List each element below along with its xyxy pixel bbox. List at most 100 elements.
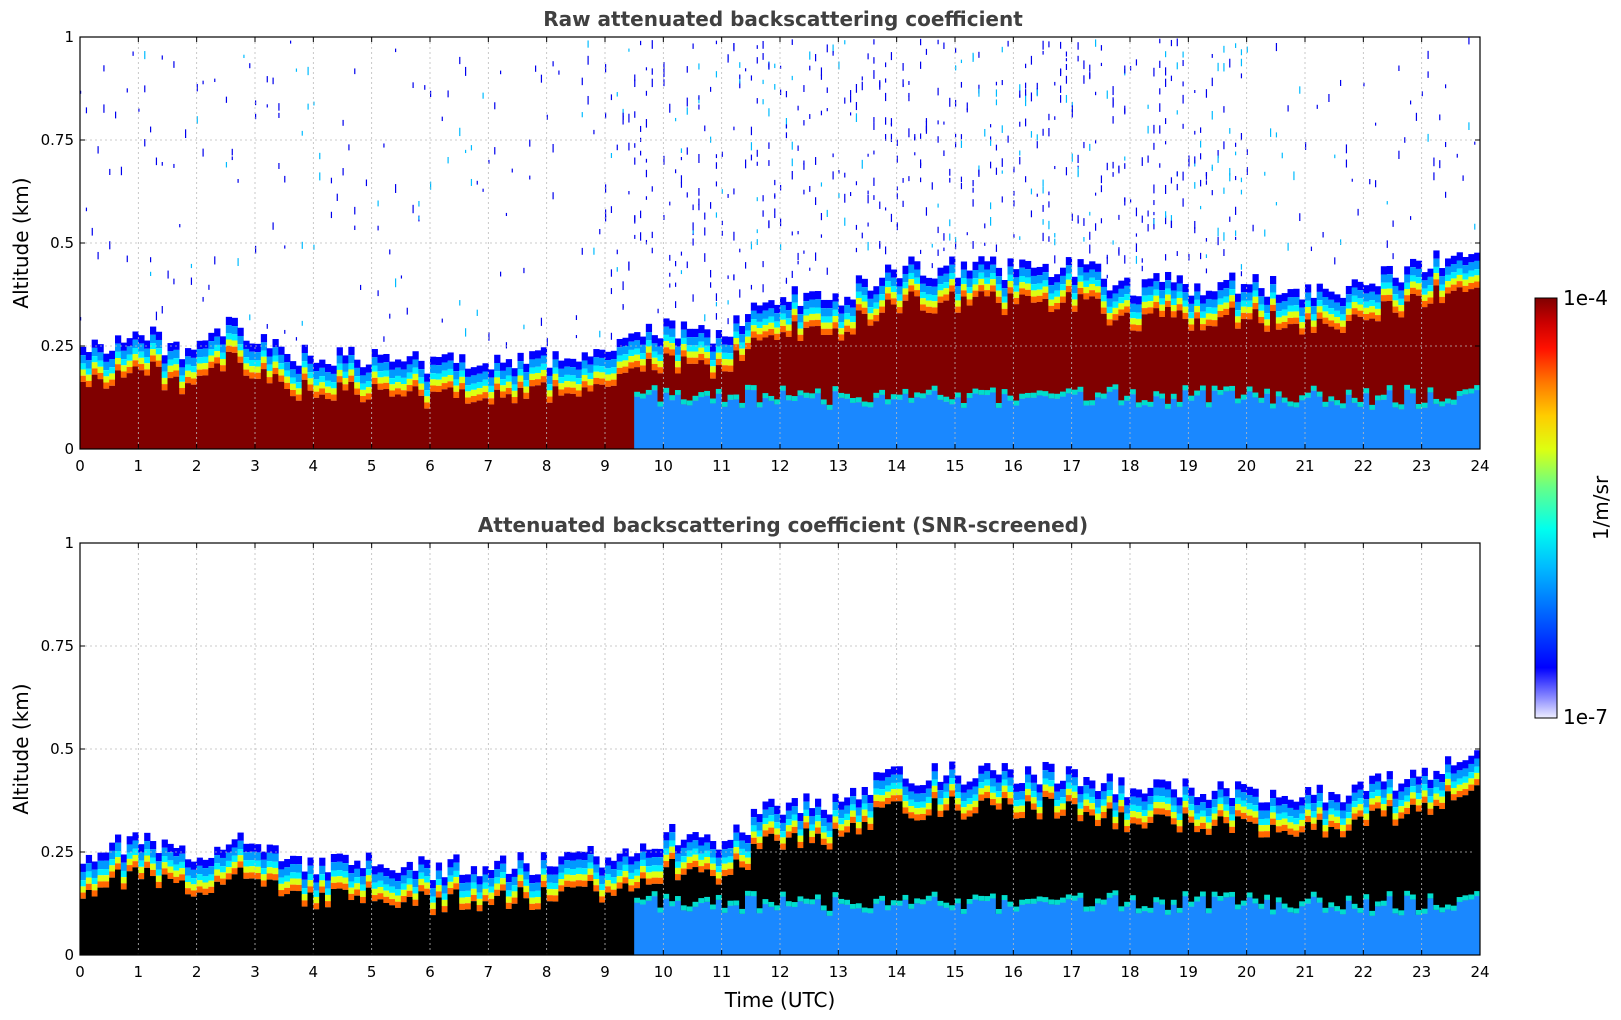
- heatmap-cell: [587, 868, 594, 875]
- heatmap-cell: [785, 825, 793, 832]
- heatmap-cell: [599, 330, 601, 338]
- heatmap-cell: [1310, 320, 1318, 327]
- heatmap-cell: [925, 306, 933, 313]
- heatmap-cell: [1077, 287, 1084, 295]
- heatmap-cell: [745, 384, 752, 390]
- heatmap-cell: [161, 363, 168, 372]
- heatmap-cell: [721, 869, 728, 877]
- heatmap-cell: [535, 385, 542, 449]
- heatmap-cell: [1217, 236, 1219, 246]
- heatmap-cell: [587, 372, 594, 380]
- heatmap-cell: [383, 353, 390, 363]
- heatmap-cell: [1456, 897, 1463, 902]
- heatmap-cell: [955, 312, 962, 398]
- heatmap-cell: [698, 853, 705, 860]
- heatmap-cell: [890, 900, 898, 906]
- heatmap-cell: [966, 108, 968, 113]
- heatmap-cell: [1095, 280, 1102, 287]
- heatmap-cell: [920, 785, 927, 794]
- heatmap-cell: [605, 374, 612, 381]
- heatmap-cell: [1404, 274, 1411, 283]
- heatmap-cell: [1112, 890, 1119, 896]
- heatmap-cell: [820, 212, 823, 221]
- heatmap-cell: [1054, 303, 1061, 310]
- heatmap-cell: [441, 885, 448, 894]
- heatmap-cell: [680, 862, 688, 869]
- heatmap-cell: [1275, 902, 1283, 955]
- heatmap-cell: [190, 378, 198, 385]
- heatmap-cell: [80, 863, 87, 872]
- heatmap-cell: [476, 911, 483, 955]
- heatmap-cell: [470, 882, 478, 889]
- heatmap-cell: [1305, 815, 1312, 823]
- heatmap-cell: [348, 355, 355, 364]
- heatmap-cell: [914, 269, 921, 278]
- heatmap-cell: [861, 406, 868, 449]
- heatmap-cell: [1013, 200, 1015, 204]
- heatmap-cell: [640, 232, 642, 241]
- heatmap-cell: [167, 378, 174, 449]
- heatmap-cell: [155, 853, 163, 862]
- heatmap-cell: [797, 305, 804, 315]
- heatmap-cell: [476, 180, 478, 185]
- heatmap-cell: [1205, 180, 1208, 185]
- heatmap-cell: [161, 390, 168, 449]
- heatmap-cell: [640, 398, 647, 449]
- heatmap-cell: [721, 151, 723, 157]
- heatmap-cell: [307, 886, 314, 893]
- heatmap-cell: [873, 117, 875, 123]
- heatmap-cell: [1211, 896, 1218, 955]
- heatmap-cell: [832, 391, 839, 449]
- heatmap-cell: [628, 362, 635, 369]
- heatmap-cell: [937, 87, 939, 96]
- heatmap-cell: [645, 239, 648, 245]
- heatmap-cell: [715, 313, 718, 320]
- heatmap-cell: [972, 388, 979, 394]
- heatmap-cell: [1112, 240, 1114, 245]
- heatmap-cell: [581, 368, 588, 375]
- heatmap-cell: [1380, 295, 1388, 302]
- heatmap-cell: [1310, 823, 1318, 830]
- heatmap-cell: [1036, 792, 1043, 801]
- x-tick-label: 18: [1120, 457, 1139, 475]
- heatmap-cell: [1042, 186, 1044, 194]
- heatmap-cell: [1223, 391, 1230, 449]
- heatmap-cell: [575, 874, 583, 881]
- heatmap-cell: [745, 869, 752, 896]
- heatmap-cell: [680, 356, 688, 405]
- heatmap-cell: [978, 264, 985, 273]
- heatmap-cell: [943, 42, 945, 50]
- heatmap-cell: [756, 814, 763, 823]
- heatmap-cell: [278, 363, 285, 370]
- heatmap-cell: [1322, 912, 1329, 955]
- heatmap-cell: [354, 376, 361, 383]
- heatmap-cell: [809, 299, 816, 308]
- heatmap-cell: [1060, 809, 1067, 816]
- heatmap-cell: [1345, 302, 1353, 309]
- heatmap-cell: [704, 834, 711, 843]
- heatmap-cell: [190, 861, 198, 870]
- heatmap-cell: [1369, 306, 1376, 313]
- heatmap-cell: [937, 816, 944, 906]
- heatmap-cell: [330, 889, 338, 955]
- heatmap-cell: [768, 798, 775, 808]
- x-tick-label: 23: [1412, 963, 1431, 981]
- heatmap-cell: [966, 816, 973, 904]
- heatmap-cell: [896, 766, 903, 775]
- heatmap-cell: [1375, 808, 1382, 907]
- heatmap-cell: [1124, 255, 1126, 264]
- heatmap-cell: [1258, 402, 1265, 449]
- heatmap-cell: [1310, 896, 1318, 955]
- heatmap-cell: [1130, 796, 1137, 805]
- heatmap-cell: [185, 867, 192, 876]
- heatmap-cell: [587, 95, 589, 105]
- heatmap-cell: [925, 394, 933, 449]
- heatmap-cell: [225, 96, 228, 103]
- heatmap-cell: [727, 371, 734, 400]
- heatmap-cell: [698, 903, 705, 955]
- heatmap-cell: [1165, 789, 1172, 798]
- heatmap-cell: [144, 375, 151, 449]
- heatmap-cell: [972, 199, 974, 207]
- heatmap-cell: [1287, 317, 1294, 325]
- heatmap-cell: [920, 820, 927, 905]
